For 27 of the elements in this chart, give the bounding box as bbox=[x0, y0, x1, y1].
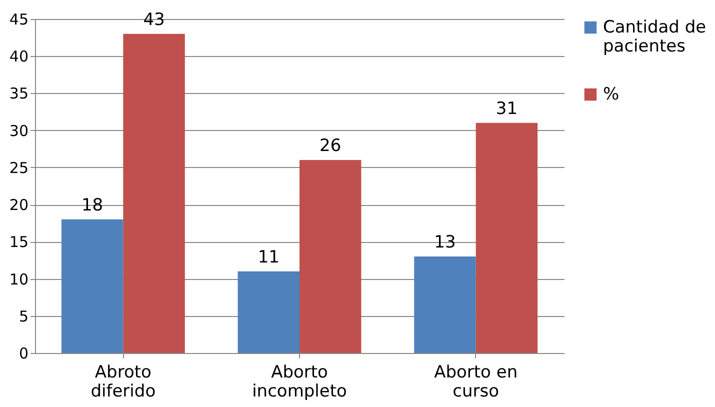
y-tick-label: 35 bbox=[9, 84, 28, 103]
y-tick-label: 10 bbox=[9, 270, 28, 288]
y-tick-label: 45 bbox=[9, 10, 28, 28]
data-label: 13 bbox=[434, 232, 456, 253]
y-tick-label: 5 bbox=[18, 307, 28, 326]
x-tick-label: Aborto incompleto bbox=[252, 362, 347, 402]
bar bbox=[238, 271, 300, 353]
bar bbox=[61, 219, 124, 353]
data-label: 18 bbox=[81, 195, 104, 216]
y-tick-label: 40 bbox=[9, 48, 28, 66]
bar bbox=[414, 256, 476, 353]
bar bbox=[476, 122, 538, 353]
bar bbox=[123, 34, 185, 353]
y-tick-label: 20 bbox=[9, 196, 28, 214]
x-tick-label: Aborto en curso bbox=[434, 362, 518, 402]
data-label: 31 bbox=[496, 98, 518, 119]
bar bbox=[300, 160, 362, 353]
data-label: 26 bbox=[320, 136, 342, 156]
legend-label: % bbox=[603, 84, 620, 104]
y-tick-label: 30 bbox=[9, 122, 28, 140]
y-tick-label: 15 bbox=[9, 233, 28, 252]
data-label: 43 bbox=[143, 10, 165, 30]
legend-label: Cantidad de pacientes bbox=[603, 18, 706, 56]
data-label: 11 bbox=[258, 247, 280, 268]
y-tick-label: 0 bbox=[18, 344, 28, 362]
y-tick-label: 25 bbox=[9, 158, 28, 177]
x-tick-label: Abroto diferido bbox=[90, 362, 156, 402]
